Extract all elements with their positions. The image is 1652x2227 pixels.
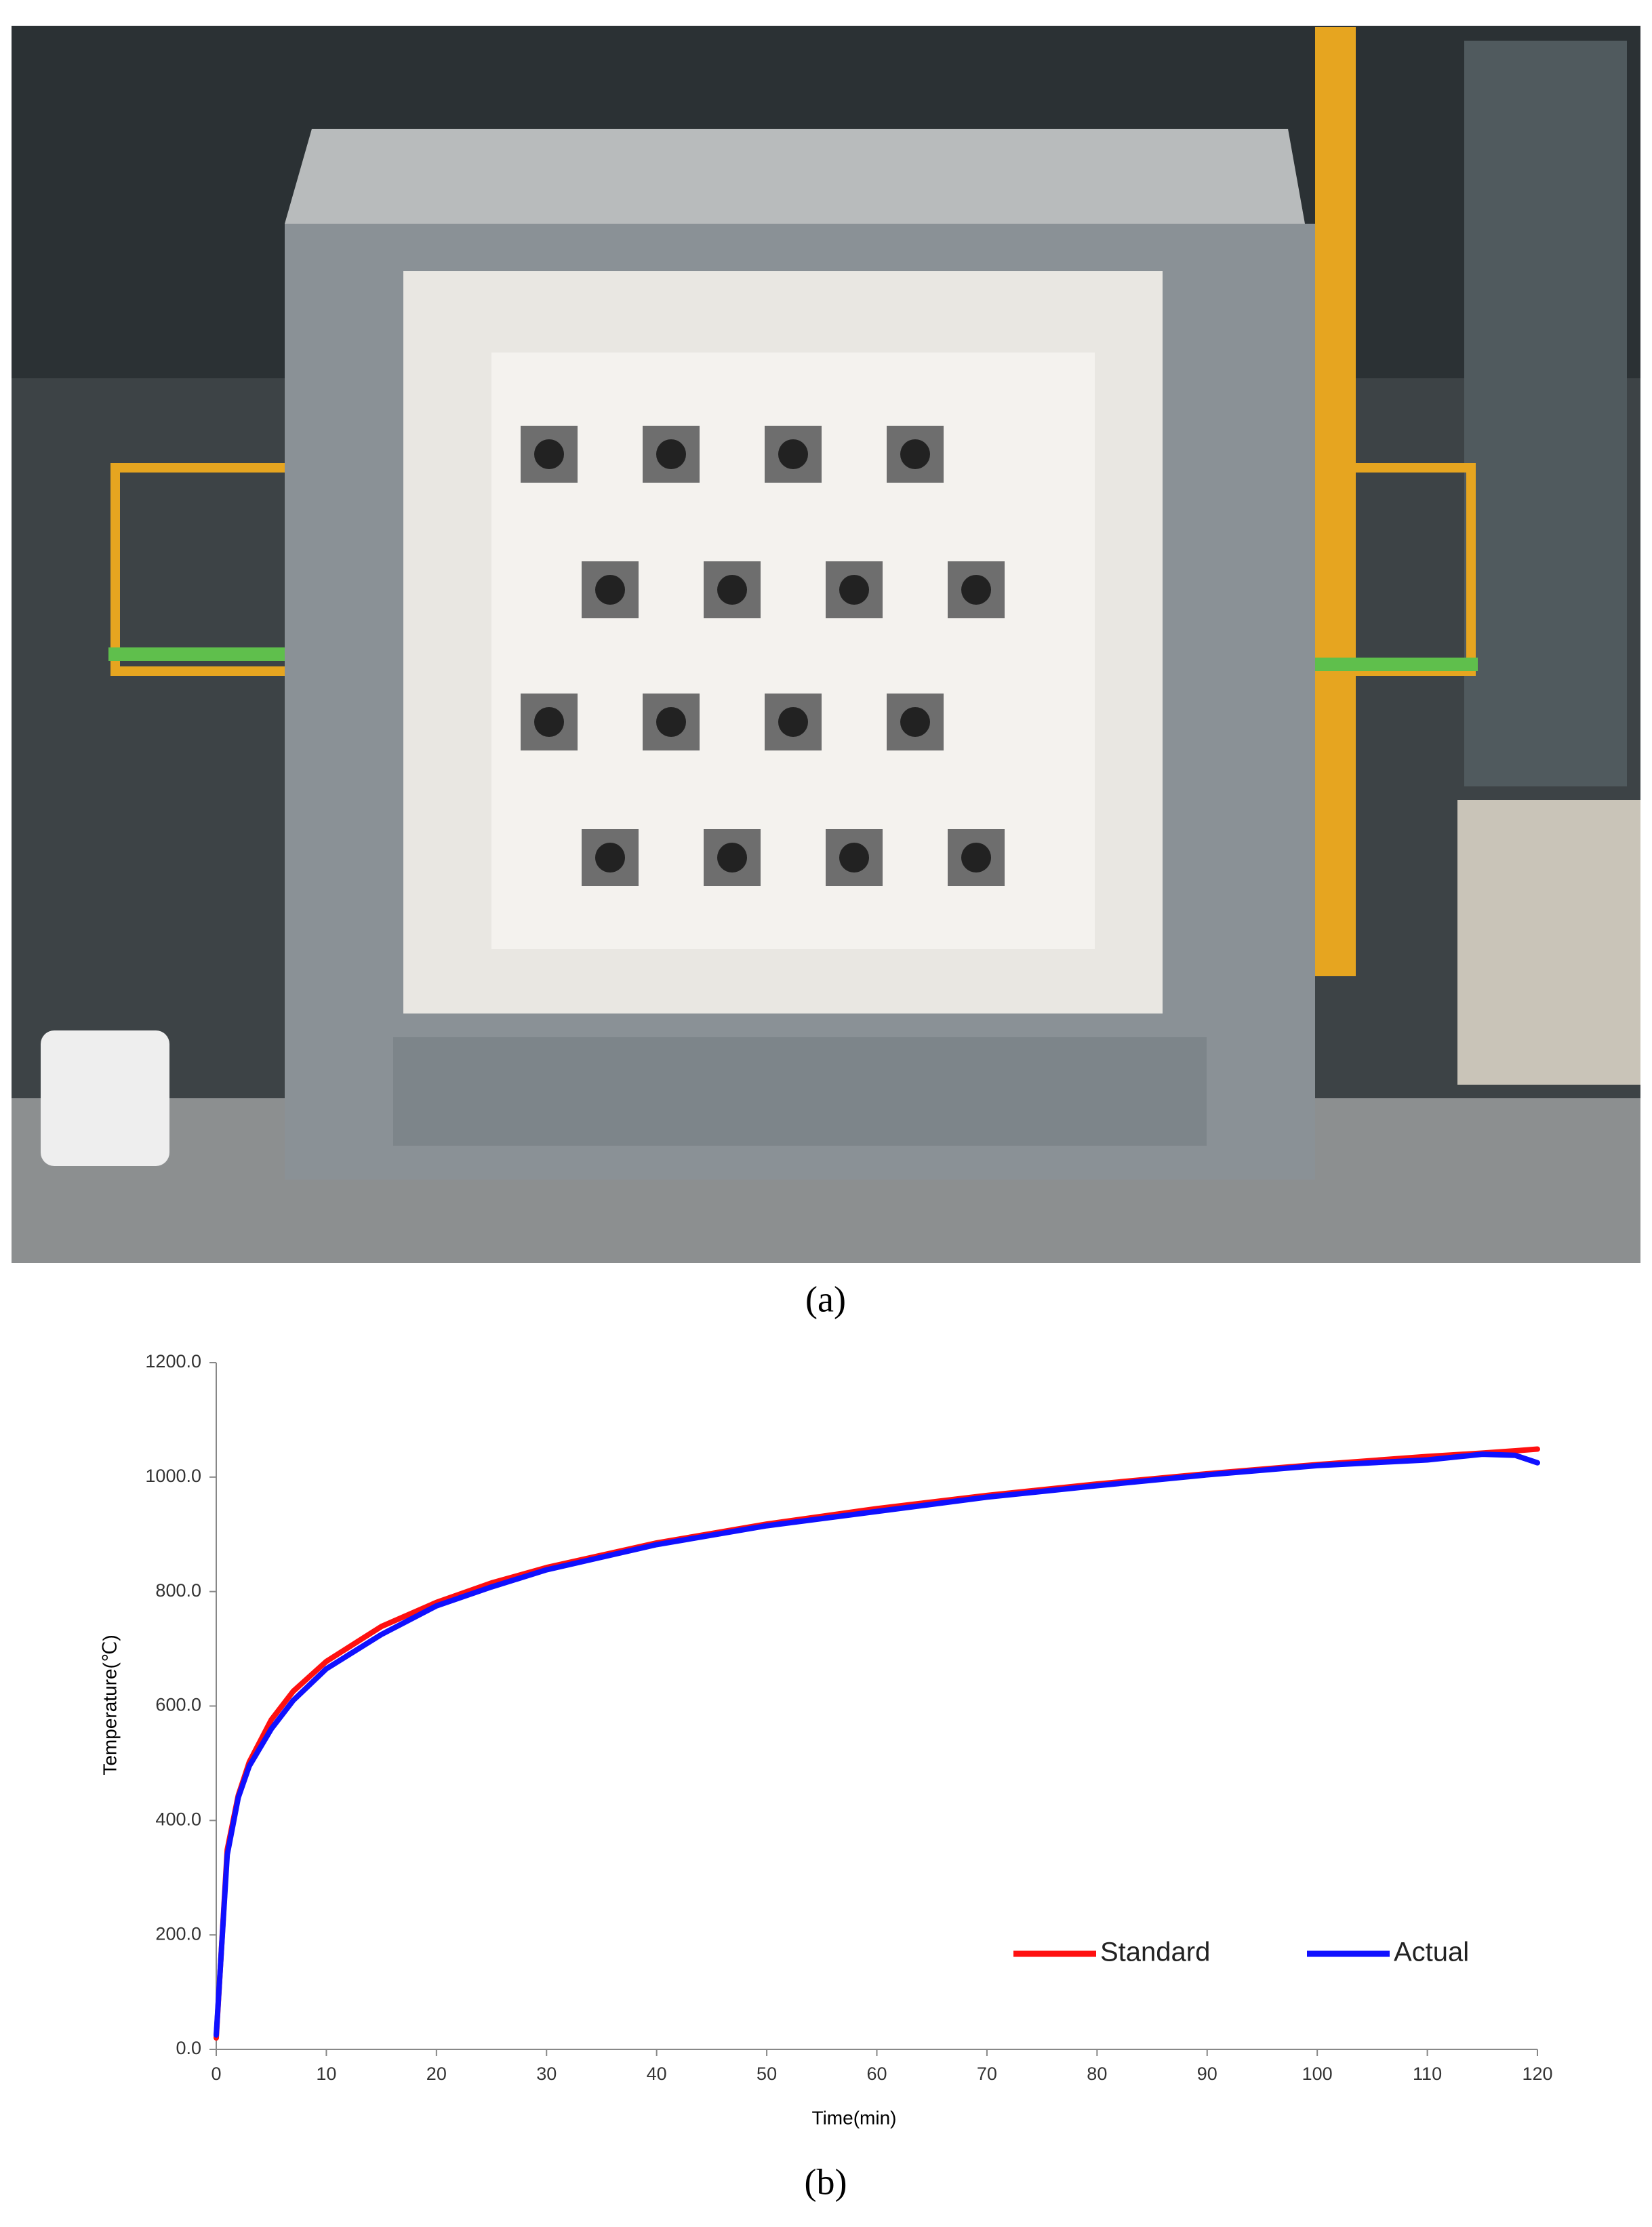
nozzle [961, 843, 991, 872]
x-tick-label: 10 [316, 2064, 336, 2084]
nozzle [717, 575, 747, 605]
x-tick-label: 60 [866, 2064, 887, 2084]
nozzle [656, 707, 686, 737]
nozzle [900, 707, 930, 737]
bag [41, 1030, 169, 1166]
x-tick-label: 110 [1413, 2064, 1442, 2084]
x-tick-label: 30 [536, 2064, 557, 2084]
nozzle [839, 575, 869, 605]
nozzle [595, 575, 625, 605]
x-tick-label: 40 [647, 2064, 667, 2084]
x-tick-label: 20 [426, 2064, 447, 2084]
series-line [214, 1446, 1540, 2041]
x-axis-label: Time(min) [812, 2107, 897, 2128]
y-axis-label: Temperature(℃) [99, 1634, 120, 1775]
nozzle [900, 439, 930, 469]
ladder [1315, 27, 1356, 976]
nozzle [534, 439, 564, 469]
legend-label: Actual [1394, 1938, 1469, 1967]
legend-label: Standard [1100, 1938, 1210, 1967]
nozzles [521, 426, 1005, 886]
nozzle [778, 439, 808, 469]
wall-right-lower [1457, 800, 1640, 1085]
platform-left [108, 647, 291, 661]
caption-b: (b) [805, 2161, 847, 2202]
nozzle [534, 707, 564, 737]
furnace-base [393, 1037, 1207, 1146]
caption-a: (a) [805, 1279, 846, 1319]
y-tick-label: 0.0 [176, 2038, 201, 2058]
y-tick-label: 200.0 [155, 1923, 201, 1944]
y-tick-label: 600.0 [155, 1695, 201, 1715]
x-tick-label: 100 [1302, 2064, 1333, 2084]
nozzle [839, 843, 869, 872]
x-tick-label: 0 [211, 2064, 221, 2084]
y-tick-label: 1000.0 [145, 1466, 201, 1486]
x-tick-label: 120 [1522, 2064, 1552, 2084]
series-line [214, 1451, 1540, 2038]
nozzle [717, 843, 747, 872]
x-tick-label: 90 [1197, 2064, 1217, 2084]
x-tick-label: 50 [757, 2064, 777, 2084]
photo [12, 26, 1640, 1263]
chart: Time(min) Temperature(℃) 0.0 200.0 400.0 60… [99, 1351, 1552, 2128]
nozzle [656, 439, 686, 469]
nozzle [961, 575, 991, 605]
nozzle [778, 707, 808, 737]
y-tick-label: 400.0 [155, 1809, 201, 1829]
y-tick-label: 800.0 [155, 1580, 201, 1601]
x-tick-label: 70 [977, 2064, 997, 2084]
platform-right [1288, 658, 1478, 671]
furnace-roof [285, 129, 1305, 224]
nozzle [595, 843, 625, 872]
wall-right [1464, 41, 1627, 786]
y-tick-label: 1200.0 [145, 1351, 201, 1371]
x-tick-label: 80 [1087, 2064, 1107, 2084]
